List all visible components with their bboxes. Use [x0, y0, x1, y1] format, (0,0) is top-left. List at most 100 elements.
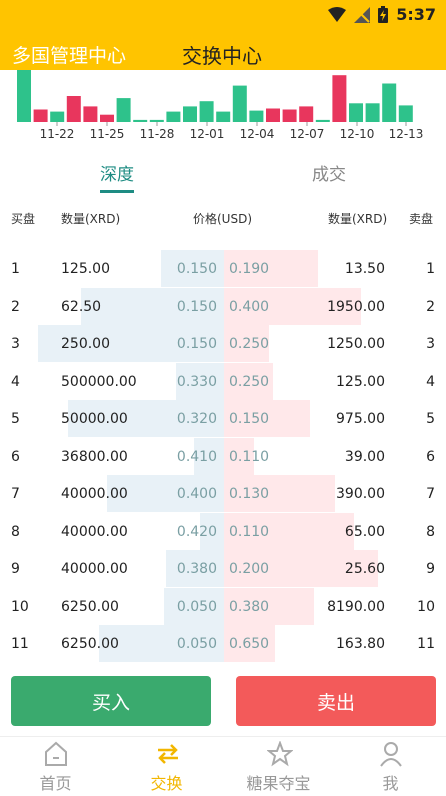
x-tick-label: 12-10	[340, 127, 375, 141]
buy-quantity: 250.00	[61, 336, 110, 352]
order-row[interactable]: 10 6250.00 0.050 0.380 8190.00 10	[0, 587, 446, 625]
buy-index: 4	[11, 373, 20, 390]
sell-price: 0.250	[229, 336, 270, 352]
nav-candy[interactable]: 糖果夺宝	[223, 737, 334, 796]
sell-depth-bar	[224, 475, 335, 512]
order-row[interactable]: 3 250.00 0.150 0.250 1250.00 3	[0, 325, 446, 362]
nav-home-label: 首页	[39, 774, 72, 793]
chart-bar	[199, 101, 214, 122]
buy-price: 0.420	[176, 523, 217, 540]
buy-price: 0.410	[176, 448, 217, 465]
sell-quantity: 13.50	[344, 261, 385, 277]
sell-depth-bar	[224, 587, 314, 625]
buy-button[interactable]: 买入	[11, 676, 211, 726]
order-row[interactable]: 8 40000.00 0.420 0.110 65.00 8	[0, 512, 446, 550]
buy-depth-bar	[194, 437, 224, 475]
order-row[interactable]: 9 40000.00 0.380 0.200 25.60 9	[0, 550, 446, 587]
buy-index: 3	[11, 336, 20, 352]
order-row[interactable]: 7 40000.00 0.400 0.130 390.00 7	[0, 475, 446, 512]
buy-depth-bar	[68, 400, 224, 437]
buy-index: 9	[11, 561, 20, 577]
order-row[interactable]: 4 500000.00 0.330 0.250 125.00 4	[0, 362, 446, 400]
chart-bar	[66, 96, 81, 122]
active-tab-indicator	[100, 190, 134, 193]
col-buy-quantity: 数量(XRD)	[61, 212, 121, 226]
chart-bar	[249, 110, 264, 122]
buy-index: 1	[11, 261, 20, 277]
buy-price: 0.320	[176, 411, 217, 427]
chart-bar	[332, 75, 347, 122]
tab-trades[interactable]: 成交	[312, 165, 346, 185]
sell-index: 5	[426, 411, 435, 427]
buy-depth-bar	[164, 587, 224, 625]
buy-price: 0.330	[176, 373, 217, 390]
chart-bar	[100, 114, 114, 122]
chart-bar	[183, 106, 197, 122]
chart-bar	[17, 70, 31, 122]
sell-depth-bar	[224, 287, 361, 325]
chart-bar	[50, 111, 65, 122]
exchange-icon	[158, 744, 178, 764]
nav-exchange[interactable]: 交换	[111, 737, 222, 796]
bottom-nav: 首页 交换 糖果夺宝 我	[0, 736, 446, 796]
chart-bar	[299, 106, 314, 122]
nav-me[interactable]: 我	[335, 737, 446, 796]
no-signal-icon	[354, 6, 371, 23]
chart-bar	[33, 109, 48, 122]
chart-bar	[349, 103, 363, 122]
sell-depth-bar	[224, 550, 378, 587]
buy-quantity: 50000.00	[61, 411, 128, 427]
nav-candy-label: 糖果夺宝	[246, 774, 311, 793]
header-left-title[interactable]: 多国管理中心	[12, 45, 127, 67]
chart-bar	[315, 119, 330, 122]
star-icon	[267, 741, 293, 767]
order-row[interactable]: 2 62.50 0.150 0.400 1950.00 2	[0, 287, 446, 325]
chart-bar	[398, 105, 413, 122]
buy-price: 0.400	[176, 486, 217, 502]
sell-price: 0.110	[229, 448, 270, 465]
sell-price: 0.200	[229, 561, 270, 577]
sell-quantity: 1950.00	[327, 298, 385, 315]
buy-depth-bar	[81, 287, 224, 325]
sell-depth-bar	[224, 325, 269, 362]
x-tick-label: 11-22	[40, 127, 75, 141]
sell-button[interactable]: 卖出	[236, 676, 436, 726]
sell-price: 0.190	[229, 261, 270, 277]
buy-index: 11	[11, 636, 29, 652]
sell-depth-bar	[224, 250, 318, 287]
buy-quantity: 40000.00	[61, 561, 128, 577]
tab-depth[interactable]: 深度	[100, 165, 134, 185]
sell-price: 0.150	[229, 411, 270, 427]
buy-index: 8	[11, 523, 20, 540]
buy-price: 0.150	[176, 298, 217, 315]
nav-exchange-label: 交换	[150, 774, 183, 793]
order-row[interactable]: 6 36800.00 0.410 0.110 39.00 6	[0, 437, 446, 475]
order-row[interactable]: 11 6250.00 0.050 0.650 163.80 11	[0, 625, 446, 662]
buy-price: 0.150	[176, 336, 217, 352]
order-row[interactable]: 1 125.00 0.150 0.190 13.50 1	[0, 250, 446, 287]
person-icon	[380, 742, 402, 767]
sell-quantity: 125.00	[336, 373, 385, 390]
buy-index: 6	[11, 448, 20, 465]
nav-home[interactable]: 首页	[0, 737, 111, 796]
chart-bar	[232, 85, 247, 122]
buy-index: 10	[11, 598, 29, 615]
nav-me-label: 我	[382, 774, 399, 793]
buy-quantity: 40000.00	[61, 486, 128, 502]
buy-depth-bar	[161, 250, 224, 287]
sell-index: 7	[426, 486, 435, 502]
sell-index: 2	[426, 298, 435, 315]
chart-bar	[133, 119, 148, 122]
sell-quantity: 163.80	[336, 636, 385, 652]
order-row[interactable]: 5 50000.00 0.320 0.150 975.00 5	[0, 400, 446, 437]
chart-bar	[365, 103, 380, 122]
tab-bar: 深度 成交	[0, 150, 446, 194]
order-book: 1 125.00 0.150 0.190 13.50 1 2 62.50 0.150 0.400 1…	[0, 250, 446, 662]
sell-index: 4	[426, 373, 435, 390]
sell-price: 0.130	[229, 486, 270, 502]
sell-index: 8	[426, 523, 435, 540]
sell-quantity: 25.60	[344, 561, 385, 577]
sell-index: 6	[426, 448, 435, 465]
home-icon	[45, 741, 67, 766]
buy-quantity: 500000.00	[61, 373, 137, 390]
